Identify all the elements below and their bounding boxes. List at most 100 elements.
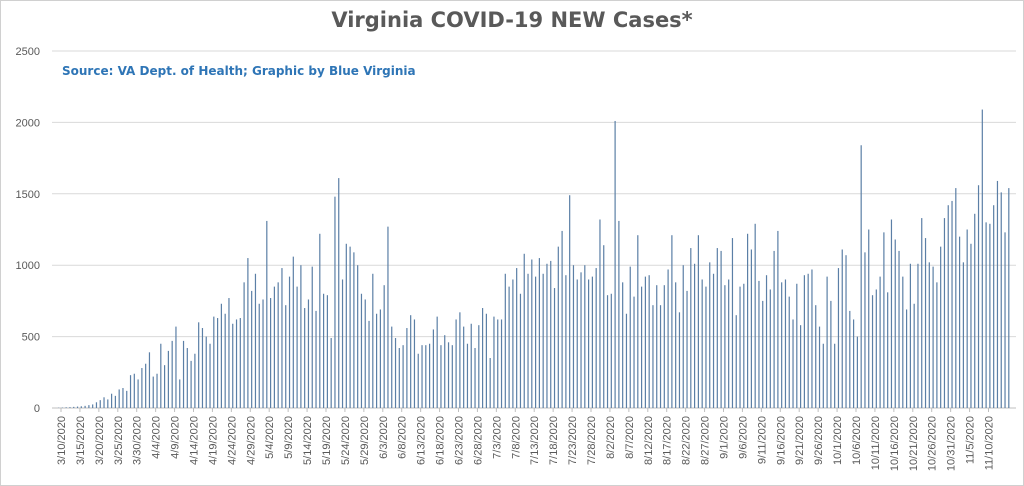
- bar: [516, 268, 518, 408]
- bar: [788, 296, 790, 408]
- bar: [459, 312, 461, 408]
- bar: [493, 316, 495, 408]
- bar: [512, 279, 514, 408]
- bar: [747, 233, 749, 408]
- bar: [410, 315, 412, 408]
- bar: [455, 319, 457, 408]
- bar: [341, 279, 344, 408]
- bar: [296, 286, 298, 408]
- bar: [993, 205, 995, 408]
- bar: [879, 276, 881, 408]
- bar: [663, 285, 665, 408]
- bar: [387, 226, 389, 408]
- bar: [709, 262, 711, 408]
- bar: [440, 345, 442, 408]
- bar: [432, 329, 434, 408]
- bar: [943, 218, 946, 408]
- x-tick-label: 4/24/2020: [226, 416, 238, 465]
- bar: [591, 276, 593, 408]
- y-tick-label: 1500: [16, 189, 40, 201]
- bar: [947, 205, 949, 408]
- bar: [531, 259, 533, 408]
- bar: [213, 316, 215, 408]
- bar: [217, 318, 219, 408]
- bar: [209, 343, 211, 408]
- bar: [569, 195, 571, 408]
- bar: [906, 309, 908, 408]
- x-tick-label: 8/17/2020: [662, 416, 674, 465]
- bar: [894, 239, 896, 408]
- bar: [966, 229, 968, 408]
- bar: [383, 285, 385, 408]
- bar: [728, 279, 730, 408]
- bar: [572, 265, 575, 408]
- bar: [330, 338, 332, 408]
- bar: [304, 308, 306, 408]
- y-tick-label: 2000: [16, 117, 40, 129]
- bar: [656, 285, 658, 408]
- bar: [220, 303, 222, 408]
- bar: [720, 250, 722, 408]
- bar: [436, 316, 438, 408]
- bar: [421, 345, 423, 408]
- bar: [618, 220, 620, 408]
- bar: [686, 290, 688, 408]
- bar: [527, 273, 529, 408]
- x-tick-label: 5/4/2020: [264, 416, 276, 459]
- bar: [868, 229, 870, 408]
- x-tick-label: 7/3/2020: [491, 416, 503, 459]
- y-axis: 0 500 1000 1500 2000 2500: [16, 46, 40, 415]
- bar: [402, 345, 404, 408]
- x-tick-label: 8/12/2020: [643, 416, 655, 465]
- bar: [406, 328, 408, 408]
- bar: [323, 293, 325, 408]
- bar: [391, 326, 393, 408]
- bar: [326, 295, 328, 408]
- bar: [156, 373, 158, 408]
- bar: [470, 323, 472, 408]
- bar: [883, 232, 885, 408]
- bar: [76, 406, 79, 408]
- bar: [652, 305, 654, 408]
- x-tick-label: 10/6/2020: [851, 416, 863, 465]
- bar: [641, 286, 643, 408]
- bar: [205, 336, 207, 408]
- bar: [372, 273, 374, 408]
- bar: [311, 266, 313, 408]
- bar: [1004, 232, 1006, 408]
- bar: [118, 389, 120, 408]
- x-tick-label: 5/14/2020: [302, 416, 314, 465]
- bar: [251, 290, 253, 408]
- bar: [523, 253, 525, 408]
- x-tick-label: 4/29/2020: [245, 416, 257, 465]
- bar: [447, 342, 450, 408]
- bar: [712, 273, 715, 408]
- bar: [1008, 188, 1010, 408]
- bar: [739, 286, 741, 408]
- y-tick-label: 0: [34, 403, 40, 415]
- bar: [671, 235, 673, 408]
- bar: [898, 250, 900, 408]
- bar: [754, 223, 756, 408]
- bar: [576, 279, 578, 408]
- bar: [300, 265, 302, 408]
- x-tick-label: 3/30/2020: [132, 416, 144, 465]
- bar: [678, 312, 681, 408]
- bar: [599, 219, 601, 408]
- bar: [474, 348, 476, 408]
- bar: [292, 256, 294, 408]
- bar: [584, 265, 586, 408]
- bar: [690, 248, 692, 408]
- bar: [622, 282, 624, 408]
- bar: [743, 283, 745, 408]
- x-tick-label: 10/31/2020: [946, 416, 958, 471]
- bar: [345, 243, 347, 408]
- x-tick-label: 5/9/2020: [283, 416, 295, 459]
- bar: [334, 196, 336, 408]
- bar: [962, 262, 964, 408]
- bar: [247, 258, 249, 408]
- bar: [765, 275, 768, 408]
- bar: [489, 358, 491, 408]
- bar: [694, 263, 696, 408]
- x-tick-label: 10/26/2020: [927, 416, 939, 471]
